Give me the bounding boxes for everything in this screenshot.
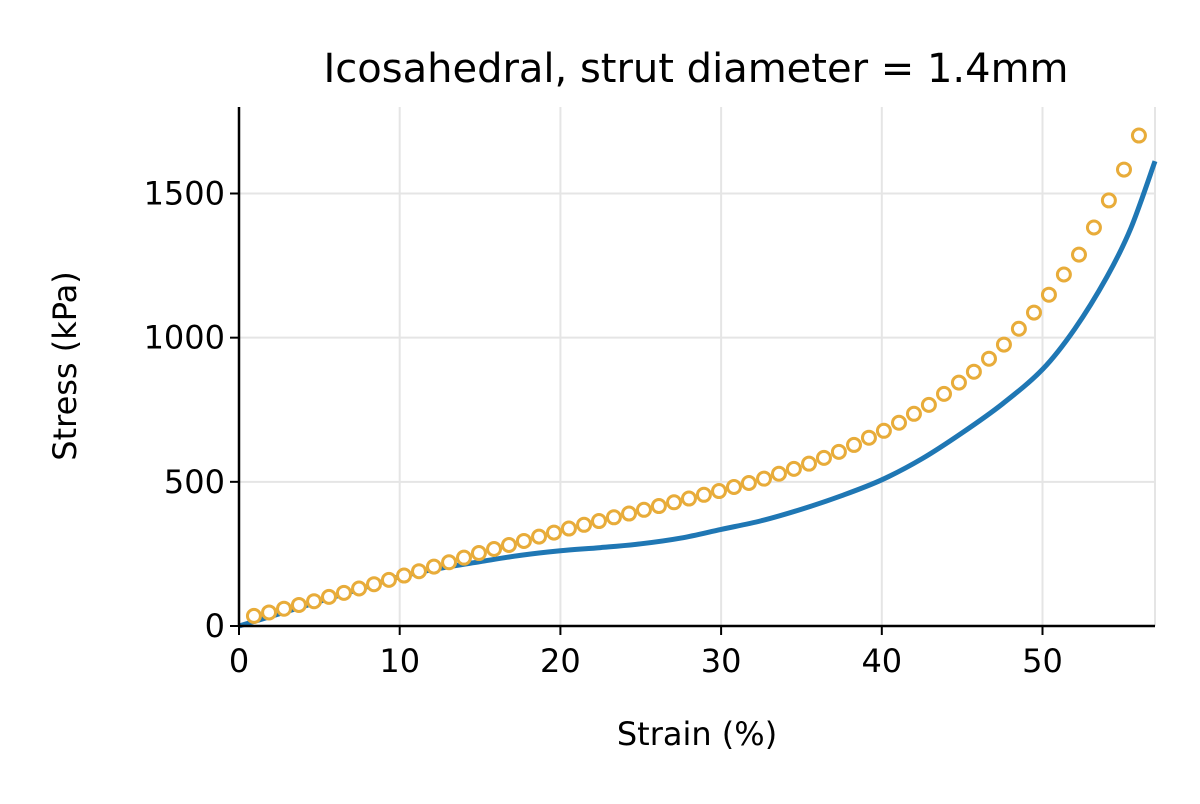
data-point-experiment — [396, 567, 413, 584]
data-point-experiment — [770, 465, 787, 482]
chart-title: Icosahedral, strut diameter = 1.4mm — [324, 46, 1069, 92]
data-point-experiment — [560, 520, 577, 537]
data-point-experiment — [605, 509, 622, 526]
data-point-experiment — [306, 593, 323, 610]
data-point-experiment — [621, 505, 638, 522]
data-point-experiment — [801, 455, 818, 472]
data-point-experiment — [785, 460, 802, 477]
data-point-experiment — [650, 498, 667, 515]
data-point-experiment — [1040, 286, 1057, 303]
data-point-experiment — [950, 374, 967, 391]
data-point-experiment — [425, 558, 442, 575]
data-point-experiment — [875, 422, 892, 439]
series-line-model — [238, 160, 1158, 629]
data-point-experiment — [711, 483, 728, 500]
data-point-experiment — [486, 541, 503, 558]
y-tick-label: 500 — [164, 463, 225, 501]
data-point-experiment — [1010, 320, 1027, 337]
y-ticks: 0 500 1000 1500 — [144, 175, 239, 645]
data-point-experiment — [815, 449, 832, 466]
x-tick-label: 30 — [701, 642, 742, 680]
data-point-experiment — [261, 604, 278, 621]
x-tick-label: 20 — [540, 642, 581, 680]
y-tick-label: 1500 — [144, 175, 225, 213]
y-axis-label: Stress (kPa) — [46, 271, 84, 460]
data-point-experiment — [846, 436, 863, 453]
x-tick-label: 40 — [861, 642, 902, 680]
data-point-experiment — [1100, 192, 1117, 209]
plot-area — [238, 127, 1158, 629]
data-point-experiment — [470, 545, 487, 562]
data-point-experiment — [515, 532, 532, 549]
x-ticks: 0 10 20 30 40 50 — [229, 626, 1063, 680]
data-point-experiment — [455, 549, 472, 566]
data-point-experiment — [1130, 127, 1147, 144]
data-point-experiment — [740, 474, 757, 491]
data-point-experiment — [320, 588, 337, 605]
data-point-experiment — [1055, 266, 1072, 283]
data-point-experiment — [995, 336, 1012, 353]
data-point-experiment — [590, 513, 607, 530]
data-point-experiment — [576, 516, 593, 533]
data-point-experiment — [351, 580, 368, 597]
data-point-experiment — [441, 554, 458, 571]
x-tick-label: 10 — [379, 642, 420, 680]
data-point-experiment — [335, 584, 352, 601]
data-point-experiment — [666, 494, 683, 511]
data-point-experiment — [980, 350, 997, 367]
x-axis-label: Strain (%) — [617, 715, 777, 753]
data-point-experiment — [920, 396, 937, 413]
data-point-experiment — [830, 443, 847, 460]
y-tick-label: 1000 — [144, 319, 225, 357]
data-point-experiment — [905, 405, 922, 422]
data-point-experiment — [680, 490, 697, 507]
x-tick-label: 0 — [229, 642, 249, 680]
data-point-experiment — [1085, 219, 1102, 236]
data-point-experiment — [725, 479, 742, 496]
grid-lines — [238, 107, 1156, 627]
data-point-experiment — [1070, 246, 1087, 263]
data-point-experiment — [545, 524, 562, 541]
data-point-experiment — [380, 571, 397, 588]
data-point-experiment — [695, 486, 712, 503]
data-point-experiment — [365, 576, 382, 593]
data-point-experiment — [500, 536, 517, 553]
data-point-experiment — [935, 385, 952, 402]
data-point-experiment — [860, 429, 877, 446]
data-point-experiment — [756, 470, 773, 487]
data-point-experiment — [891, 414, 908, 431]
y-tick-label: 0 — [205, 607, 225, 645]
data-point-experiment — [635, 501, 652, 518]
data-point-experiment — [531, 528, 548, 545]
data-point-experiment — [1115, 161, 1132, 178]
data-point-experiment — [965, 363, 982, 380]
data-point-experiment — [410, 563, 427, 580]
x-tick-label: 50 — [1022, 642, 1063, 680]
data-point-experiment — [275, 600, 292, 617]
data-point-experiment — [1025, 304, 1042, 321]
data-point-experiment — [290, 596, 307, 613]
data-point-experiment — [245, 607, 262, 624]
